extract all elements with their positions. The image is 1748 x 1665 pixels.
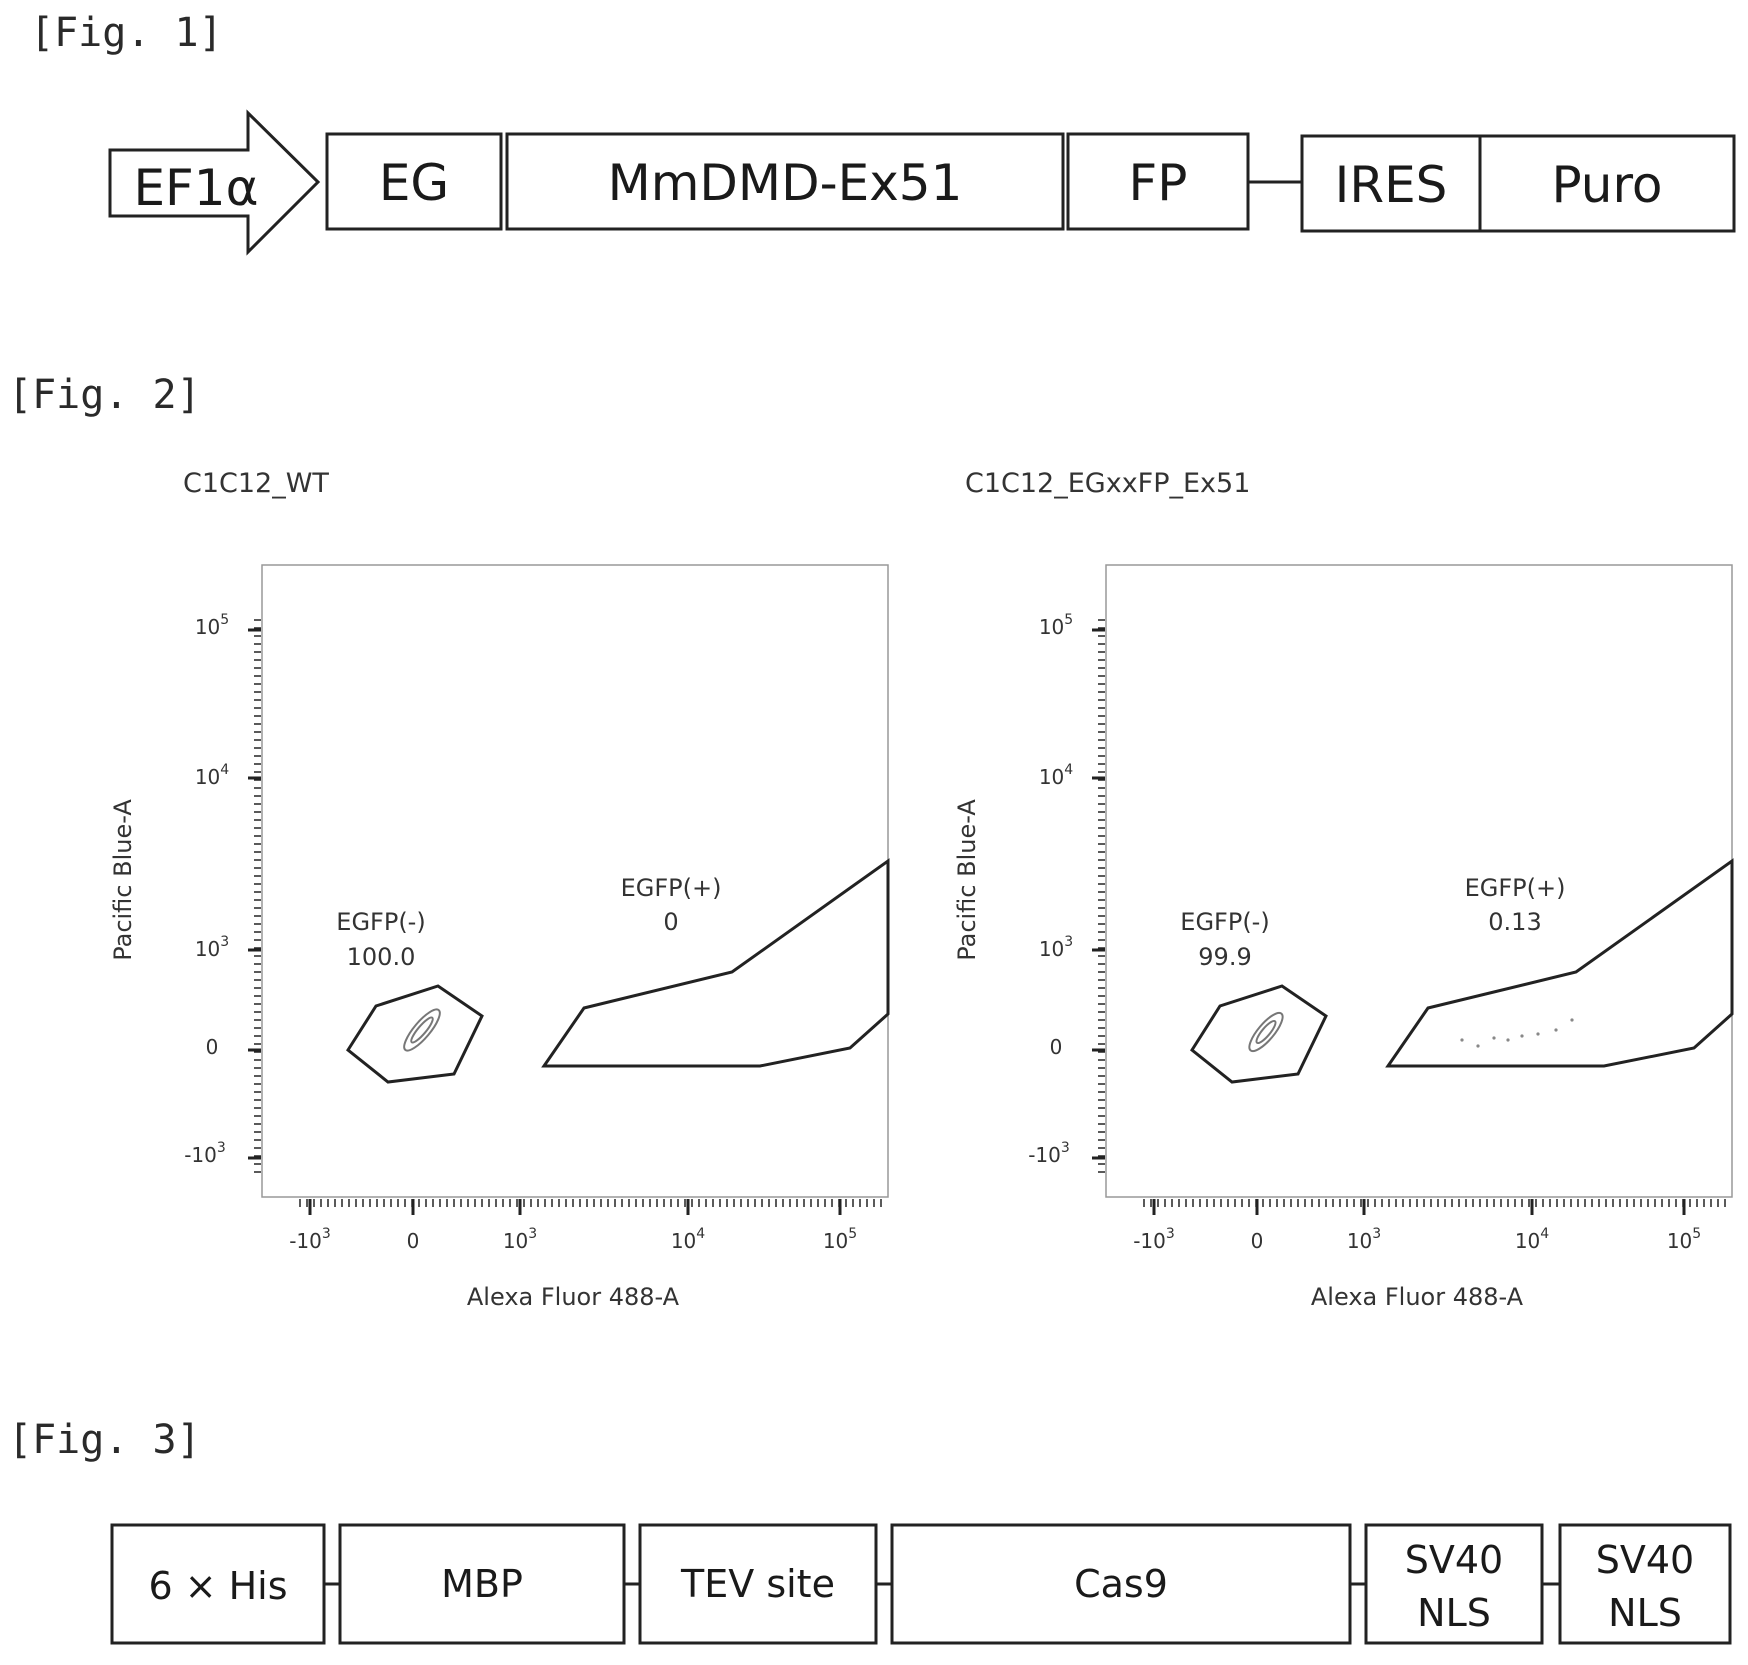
box-mbp-label: MBP bbox=[441, 1562, 523, 1606]
x-tick-label: 104 bbox=[671, 1226, 705, 1253]
box-6xhis-label: 6 × His bbox=[148, 1564, 287, 1608]
gate-positive-name: EGFP(+) bbox=[621, 874, 722, 902]
y-tick-label: 0 bbox=[1050, 1035, 1063, 1059]
cell-population-cluster bbox=[1244, 1008, 1287, 1055]
gate-negative-value: 100.0 bbox=[347, 943, 416, 971]
box-tev-site-label: TEV site bbox=[680, 1562, 835, 1606]
cell-population-cluster bbox=[399, 1005, 445, 1055]
box-cas9-label: Cas9 bbox=[1074, 1562, 1168, 1606]
y-tick-label: 0 bbox=[206, 1035, 219, 1059]
y-tick-label: 104 bbox=[195, 762, 229, 789]
x-tick-label: 0 bbox=[407, 1229, 420, 1253]
flow-plot-egxxfp-ex51: C1C12_EGxxFP_Ex51 Alexa Fluor 488-A Paci… bbox=[953, 468, 1732, 1311]
y-tick-label: -103 bbox=[184, 1140, 226, 1167]
fig-1-label: [Fig. 1] bbox=[30, 10, 223, 56]
y-tick-label: 103 bbox=[1039, 934, 1073, 961]
box-mmdmd-ex51-label: MmDMD-Ex51 bbox=[608, 154, 963, 212]
x-tick-label: 103 bbox=[503, 1226, 537, 1253]
box-fp-label: FP bbox=[1129, 154, 1188, 212]
gate-negative-name: EGFP(-) bbox=[1180, 908, 1269, 936]
box-ires-label: IRES bbox=[1335, 156, 1448, 214]
box-sv40-nls-1-line2: NLS bbox=[1417, 1591, 1491, 1635]
plot-title: C1C12_EGxxFP_Ex51 bbox=[965, 468, 1250, 499]
x-tick-label: 105 bbox=[1667, 1226, 1701, 1253]
y-axis-label: Pacific Blue-A bbox=[953, 799, 981, 961]
y-tick-labels: 105 104 103 0 -103 bbox=[184, 612, 229, 1167]
gate-positive-value: 0.13 bbox=[1488, 908, 1541, 936]
x-tick-labels: -103 0 103 104 105 bbox=[289, 1226, 857, 1253]
x-tick-label: -103 bbox=[289, 1226, 331, 1253]
box-puro-label: Puro bbox=[1551, 156, 1662, 214]
flow-plot-wt: C1C12_WT Alexa Fluor 488-A Pacific Blue-… bbox=[109, 468, 888, 1311]
positive-events bbox=[1460, 1018, 1573, 1047]
y-axis-label: Pacific Blue-A bbox=[109, 799, 137, 961]
box-eg-label: EG bbox=[379, 154, 449, 212]
gate-negative-value: 99.9 bbox=[1198, 943, 1251, 971]
y-tick-label: 105 bbox=[1039, 612, 1073, 639]
gate-positive-name: EGFP(+) bbox=[1465, 874, 1566, 902]
plot-title: C1C12_WT bbox=[183, 468, 329, 499]
fig-2-label: [Fig. 2] bbox=[8, 372, 201, 418]
y-tick-label: 104 bbox=[1039, 762, 1073, 789]
box-sv40-nls-2-line2: NLS bbox=[1608, 1591, 1682, 1635]
figure-1: [Fig. 1] EF1α EG MmDMD-Ex51 FP IRES Puro bbox=[30, 10, 1734, 252]
promoter-label: EF1α bbox=[133, 159, 258, 217]
x-axis-label: Alexa Fluor 488-A bbox=[1311, 1283, 1524, 1311]
y-tick-labels: 105 104 103 0 -103 bbox=[1028, 612, 1073, 1167]
y-tick-label: 103 bbox=[195, 934, 229, 961]
x-tick-labels: -103 0 103 104 105 bbox=[1133, 1226, 1701, 1253]
y-tick-label: -103 bbox=[1028, 1140, 1070, 1167]
figure-3: [Fig. 3] 6 × His MBP TEV site Cas9 SV40 … bbox=[8, 1417, 1730, 1643]
box-sv40-nls-2-line1: SV40 bbox=[1596, 1538, 1694, 1582]
x-tick-label: 105 bbox=[823, 1226, 857, 1253]
box-sv40-nls-1-line1: SV40 bbox=[1405, 1538, 1503, 1582]
fig-3-label: [Fig. 3] bbox=[8, 1417, 201, 1463]
gate-negative-name: EGFP(-) bbox=[336, 908, 425, 936]
plot-frame bbox=[262, 565, 888, 1197]
x-tick-label: -103 bbox=[1133, 1226, 1175, 1253]
x-axis-label: Alexa Fluor 488-A bbox=[467, 1283, 680, 1311]
x-tick-label: 104 bbox=[1515, 1226, 1549, 1253]
y-tick-label: 105 bbox=[195, 612, 229, 639]
figure-2: [Fig. 2] C1C12_WT Alexa Fluor 488-A Paci… bbox=[8, 372, 1732, 1311]
gate-positive-value: 0 bbox=[663, 908, 678, 936]
x-tick-label: 103 bbox=[1347, 1226, 1381, 1253]
plot-frame bbox=[1106, 565, 1732, 1197]
x-tick-label: 0 bbox=[1251, 1229, 1264, 1253]
